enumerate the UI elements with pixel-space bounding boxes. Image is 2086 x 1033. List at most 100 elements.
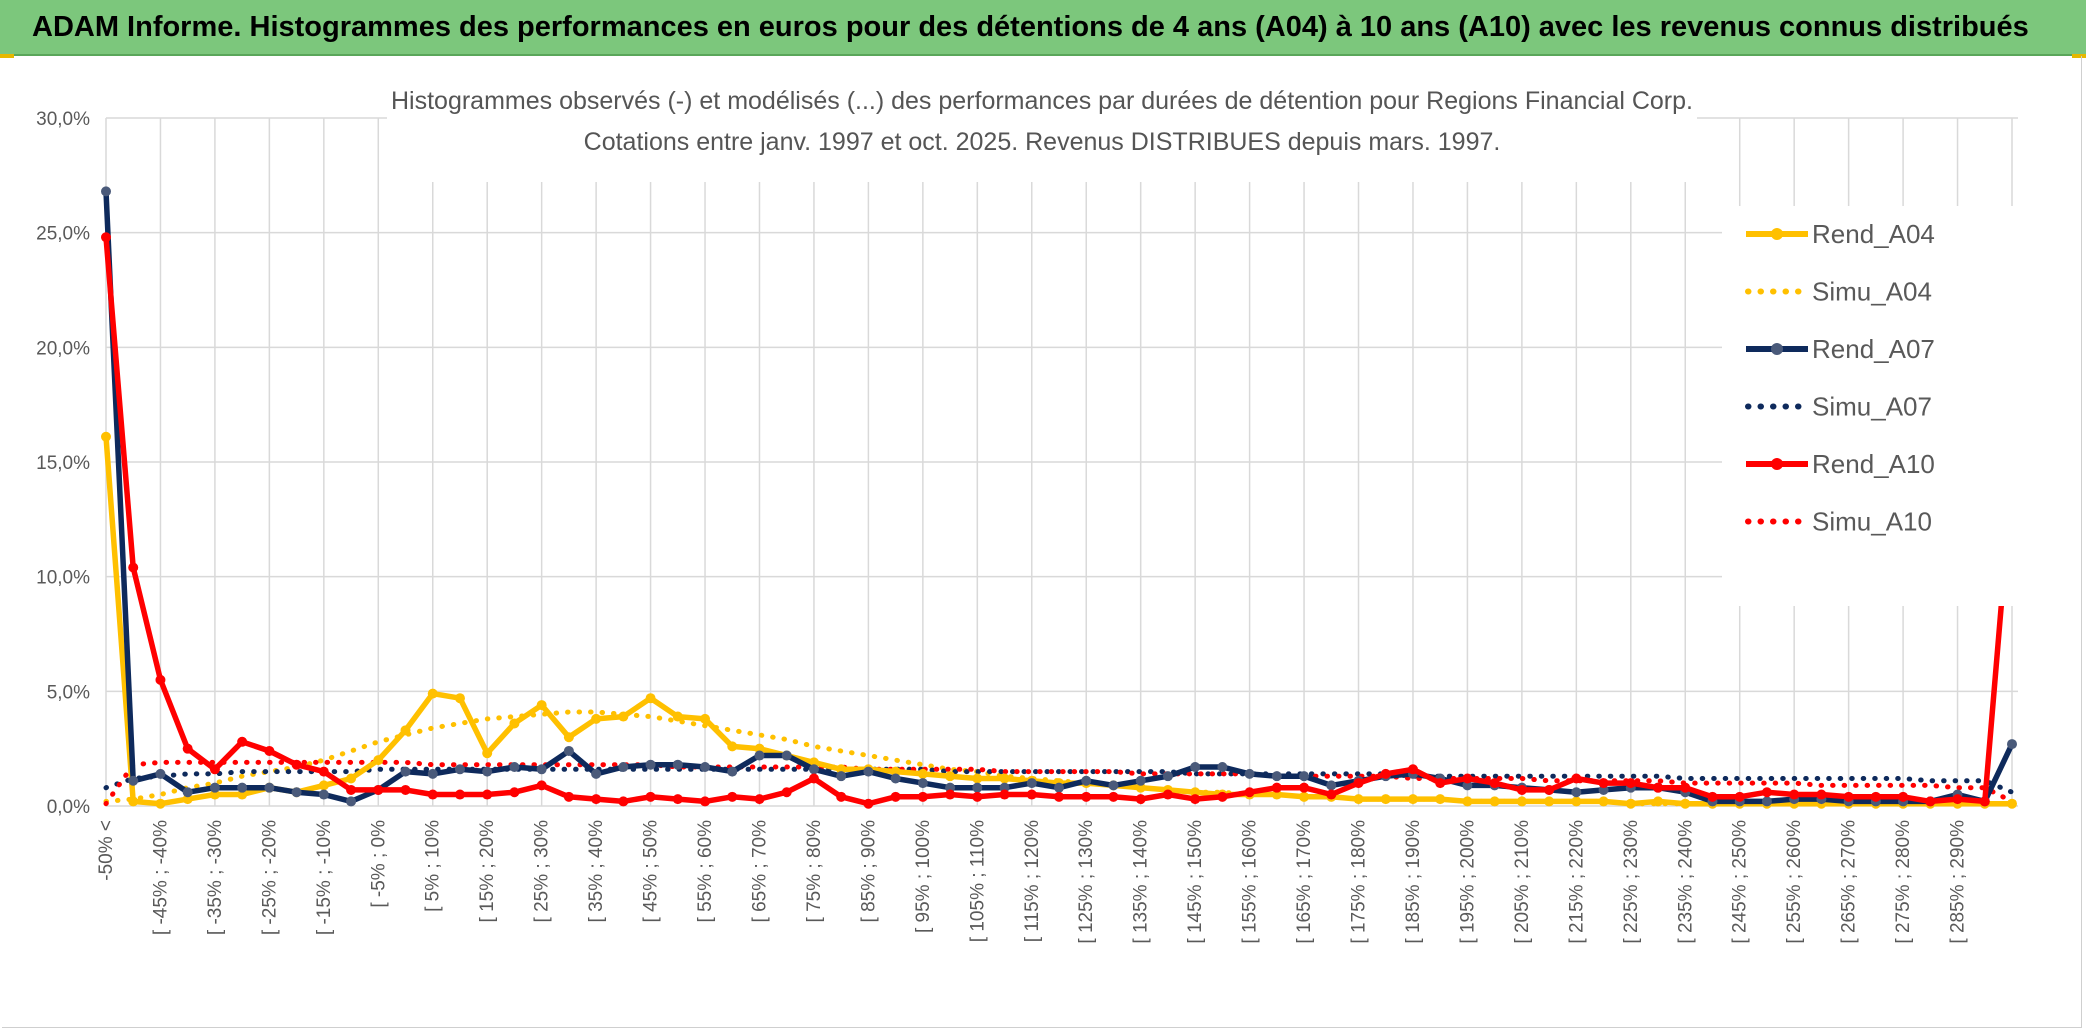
- point-rend-a04: [1435, 794, 1446, 805]
- point-rend-a10: [400, 784, 411, 795]
- x-tick-label: [ 175% ; 180%: [1349, 820, 1370, 944]
- point-rend-a10: [1761, 787, 1772, 798]
- point-rend-a04: [1571, 796, 1582, 807]
- legend-label-simu-a07: Simu_A07: [1812, 392, 1932, 422]
- x-tick-label: [ -45% ; -40%: [150, 820, 171, 935]
- x-tick-label: [ 105% ; 110%: [967, 820, 988, 942]
- x-tick-label: [ -15% ; -10%: [314, 820, 335, 935]
- point-rend-a10: [618, 796, 629, 807]
- point-rend-a10: [1544, 784, 1555, 795]
- x-tick-label: [ 215% ; 220%: [1566, 820, 1587, 944]
- point-rend-a10: [1598, 778, 1609, 789]
- point-rend-a10: [1190, 794, 1201, 805]
- point-rend-a04: [182, 794, 193, 805]
- point-rend-a10: [1952, 794, 1963, 805]
- point-rend-a04: [1625, 798, 1636, 809]
- point-rend-a04: [536, 700, 547, 711]
- point-rend-a04: [972, 773, 983, 784]
- point-rend-a04: [1135, 782, 1146, 793]
- point-rend-a04: [427, 688, 438, 699]
- point-rend-a07: [182, 787, 193, 798]
- point-rend-a10: [346, 784, 357, 795]
- x-tick-label: [ 155% ; 160%: [1240, 820, 1261, 944]
- point-rend-a04: [1653, 796, 1664, 807]
- point-rend-a04: [645, 693, 656, 704]
- legend-label-simu-a10: Simu_A10: [1812, 507, 1932, 537]
- point-rend-a07: [808, 764, 819, 775]
- x-tick-label: [ 245% ; 250%: [1730, 820, 1751, 944]
- x-tick-label: [ 75% ; 80%: [804, 820, 825, 923]
- point-rend-a10: [1789, 789, 1800, 800]
- point-rend-a04: [1516, 796, 1527, 807]
- x-tick-label: [ 25% ; 30%: [532, 820, 553, 923]
- point-rend-a04: [209, 789, 220, 800]
- x-tick-label: [ 115% ; 120%: [1022, 820, 1043, 942]
- point-rend-a04: [155, 798, 166, 809]
- point-rend-a07: [945, 782, 956, 793]
- point-rend-a10: [727, 791, 738, 802]
- point-rend-a04: [836, 764, 847, 775]
- point-rend-a10: [1898, 791, 1909, 802]
- point-rend-a07: [1081, 775, 1092, 786]
- legend-label-simu-a04: Simu_A04: [1812, 277, 1932, 307]
- point-rend-a07: [727, 766, 738, 777]
- point-rend-a04: [1353, 794, 1364, 805]
- y-tick-label: 0,0%: [47, 797, 90, 818]
- point-rend-a07: [1571, 787, 1582, 798]
- x-tick-label: [ -25% ; -20%: [259, 820, 280, 935]
- point-rend-a10: [1625, 778, 1636, 789]
- y-tick-label: 20,0%: [36, 338, 90, 359]
- x-tick-label: [ 15% ; 20%: [477, 820, 498, 923]
- point-rend-a07: [536, 764, 547, 775]
- point-rend-a04: [1407, 794, 1418, 805]
- legend-marker-rend-a10: [1771, 458, 1783, 470]
- x-tick-label: [ 55% ; 60%: [695, 820, 716, 923]
- title-background: [387, 78, 1697, 182]
- x-tick-label: [ 65% ; 70%: [749, 820, 770, 923]
- point-rend-a10: [1026, 789, 1037, 800]
- point-rend-a04: [101, 431, 111, 442]
- series-line-simu-a10: [103, 759, 2015, 807]
- point-rend-a04: [999, 773, 1010, 784]
- point-rend-a07: [1598, 784, 1609, 795]
- point-rend-a07: [1162, 771, 1173, 782]
- point-rend-a07: [1271, 771, 1282, 782]
- point-rend-a07: [1244, 768, 1255, 779]
- point-rend-a07: [291, 787, 302, 798]
- y-tick-label: 30,0%: [36, 109, 90, 130]
- x-tick-label: [ 235% ; 240%: [1675, 820, 1696, 944]
- point-rend-a10: [128, 562, 139, 573]
- point-rend-a07: [346, 796, 357, 807]
- x-tick-label: [ 195% ; 200%: [1457, 820, 1478, 944]
- point-rend-a04: [754, 743, 765, 754]
- point-rend-a10: [155, 674, 166, 685]
- chart-area: Histogrammes observés (-) et modélisés (…: [2, 56, 2082, 1028]
- point-rend-a10: [1870, 791, 1881, 802]
- point-rend-a07: [1108, 780, 1119, 791]
- point-rend-a10: [1680, 782, 1691, 793]
- legend-marker-rend-a07: [1771, 343, 1783, 355]
- point-rend-a10: [1054, 791, 1064, 802]
- point-rend-a10: [1816, 789, 1827, 800]
- x-axis-ticks: -50% < [ -45% ; -40% [ -35% ; -30% [ -25% ;…: [96, 820, 1969, 944]
- point-rend-a07: [2007, 739, 2017, 750]
- point-rend-a10: [972, 791, 983, 802]
- point-rend-a04: [1380, 794, 1391, 805]
- point-rend-a10: [1707, 791, 1718, 802]
- x-tick-label: [ 205% ; 210%: [1512, 820, 1533, 944]
- point-rend-a07: [700, 762, 711, 773]
- point-rend-a04: [917, 768, 928, 779]
- point-rend-a04: [945, 771, 956, 782]
- point-rend-a10: [536, 780, 547, 791]
- point-rend-a04: [2007, 798, 2017, 809]
- point-rend-a10: [1734, 791, 1745, 802]
- point-rend-a07: [1462, 780, 1473, 791]
- series-group: [101, 186, 2017, 809]
- point-rend-a04: [1489, 796, 1500, 807]
- y-tick-label: 5,0%: [47, 682, 90, 703]
- point-rend-a07: [482, 766, 493, 777]
- legend: Rend_A04 Simu_A04 Rend_A07 Simu_A07 Rend_A10…: [1722, 206, 2022, 606]
- point-rend-a10: [863, 798, 874, 809]
- point-rend-a04: [890, 766, 901, 777]
- point-rend-a10: [182, 743, 193, 754]
